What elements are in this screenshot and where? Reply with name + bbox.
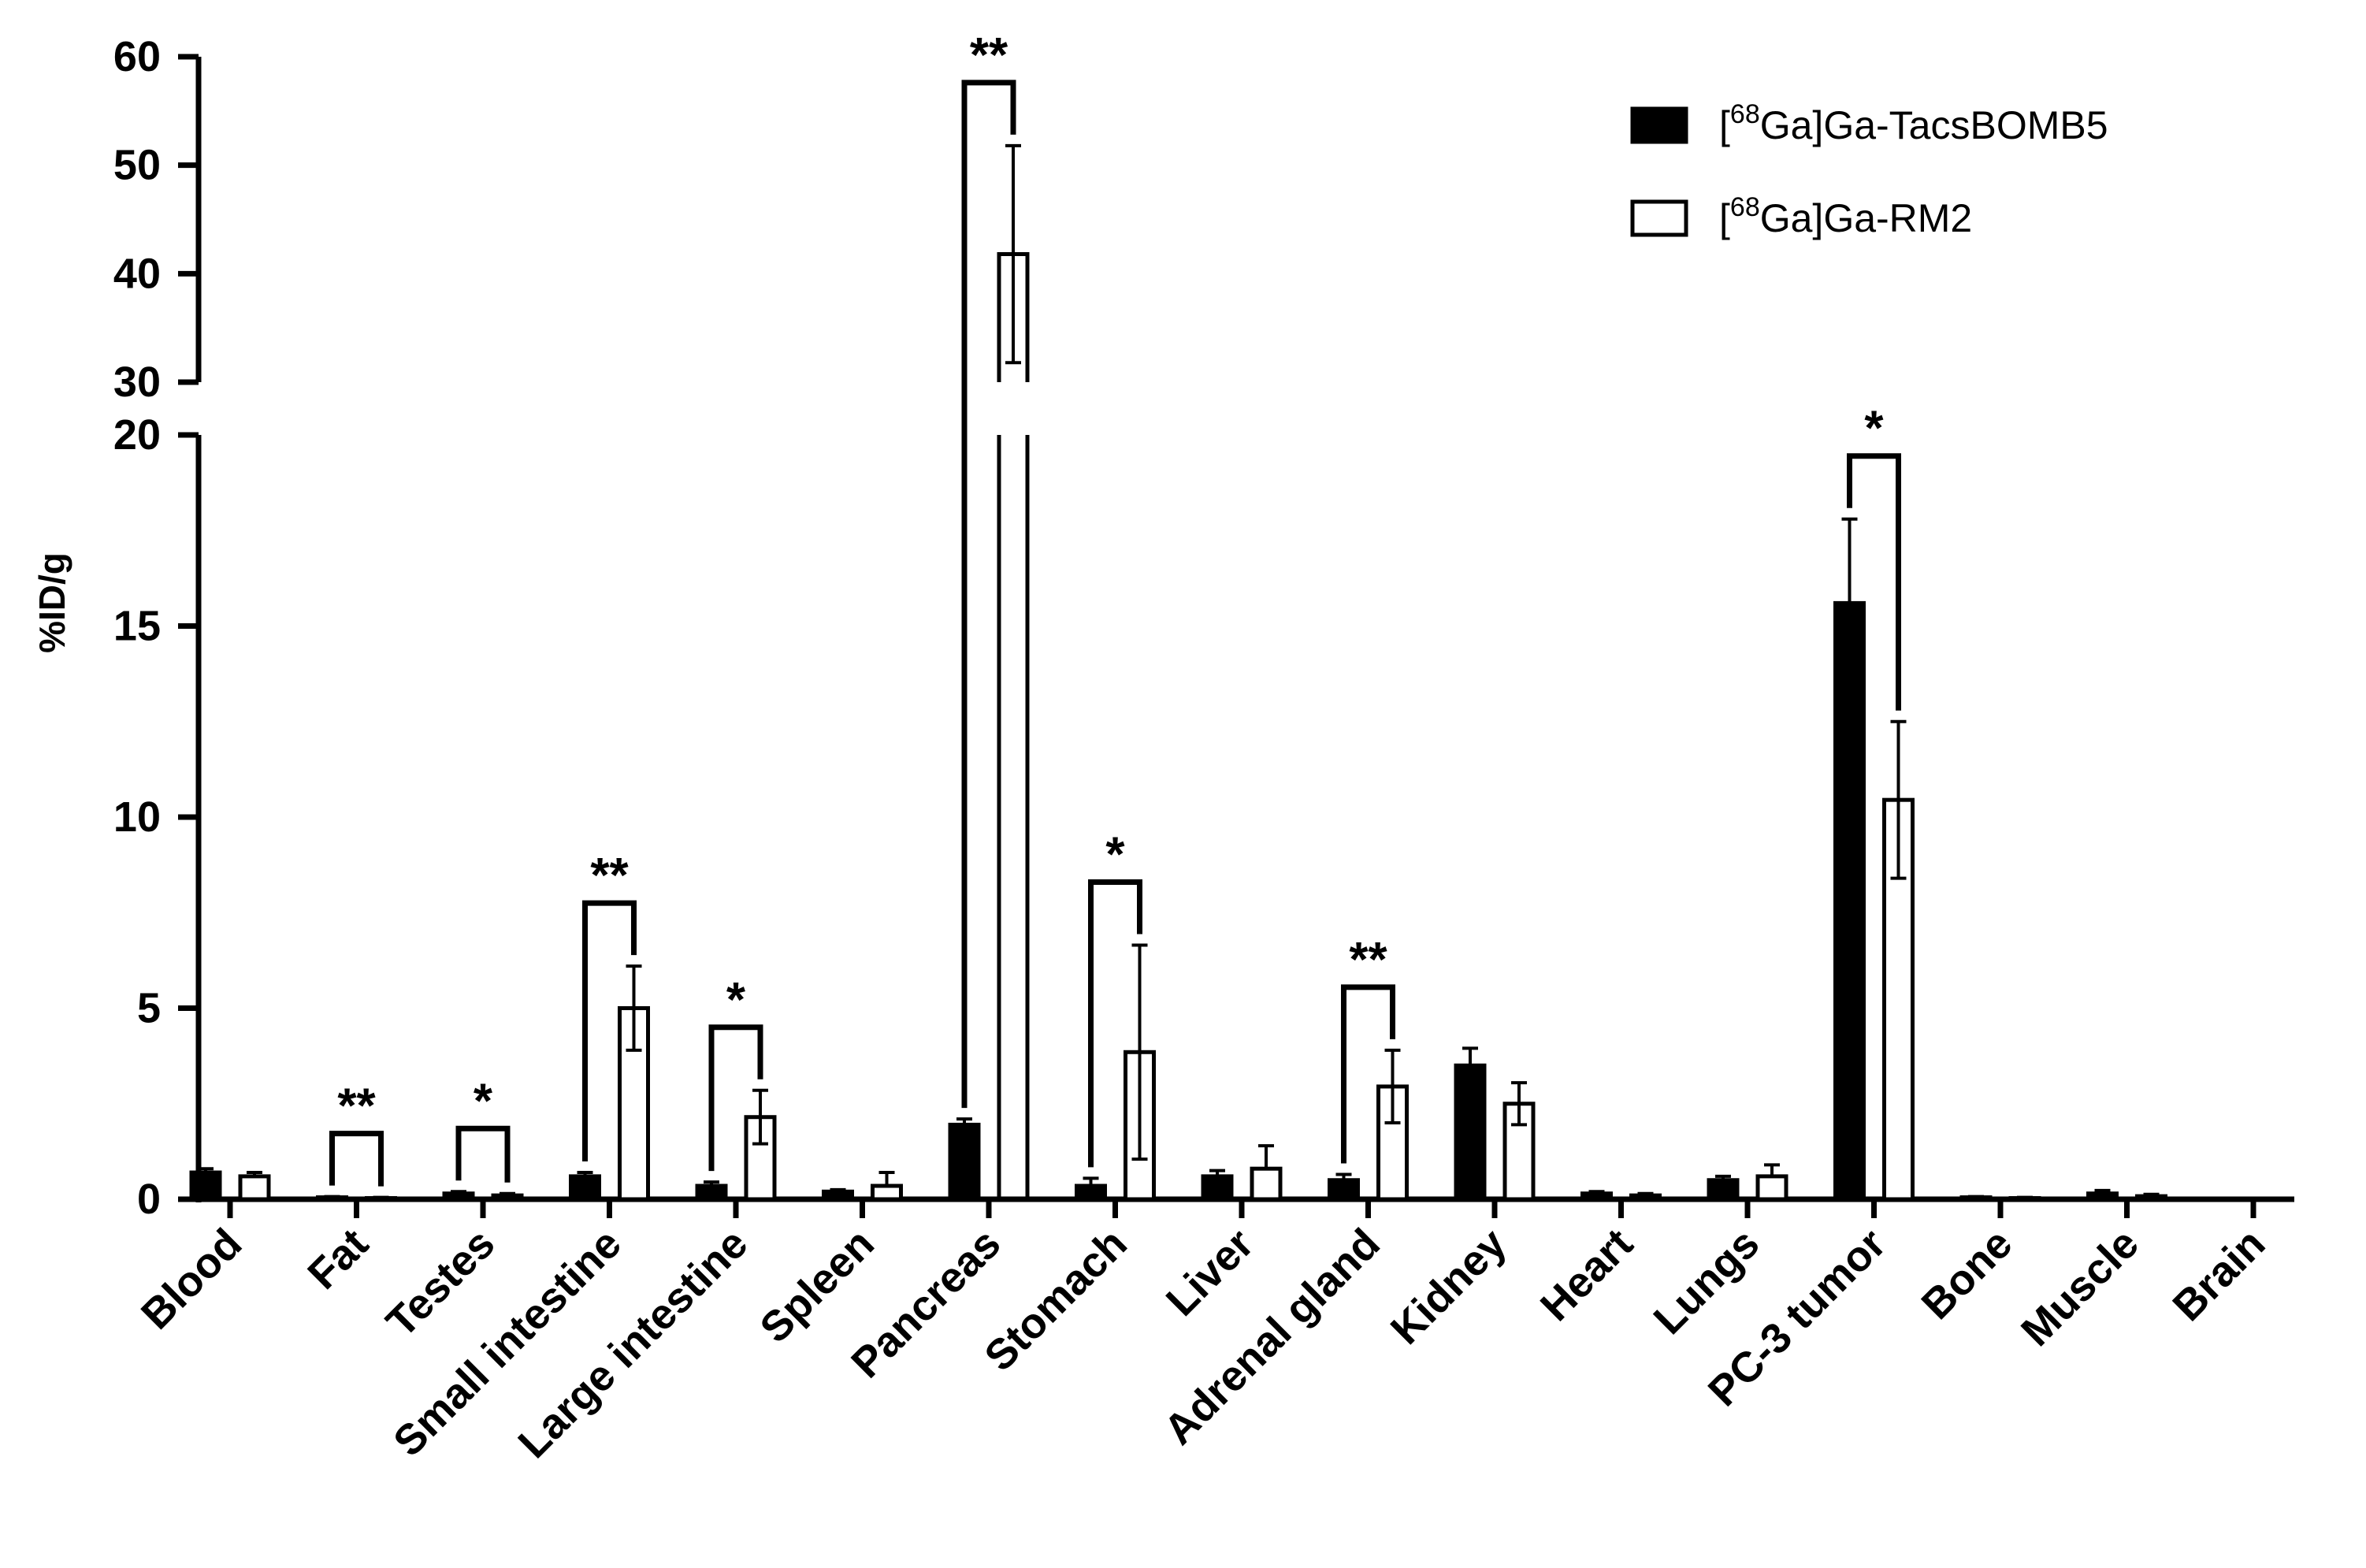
bar	[695, 1183, 728, 1202]
legend-swatch	[1630, 199, 1688, 237]
category-label: Heart	[1532, 1220, 1642, 1330]
y-tick-label: 0	[137, 1176, 161, 1223]
bar-series	[189, 252, 2294, 1202]
legend-name: Ga]Ga-RM2	[1760, 196, 1973, 240]
legend-name: Ga]Ga-TacsBOMB5	[1760, 103, 2108, 147]
legend-bracket: [	[1719, 103, 1730, 147]
bar	[1707, 1178, 1740, 1202]
significance-bracket	[1088, 879, 1142, 1168]
category-label: Fat	[299, 1220, 377, 1299]
bar	[822, 1189, 854, 1202]
y-tick-label: 50	[113, 142, 161, 189]
significance-marker: **	[337, 1079, 376, 1134]
significance-bracket	[961, 80, 1016, 1109]
bar	[238, 1174, 271, 1202]
legend-bracket: [	[1719, 196, 1730, 240]
significance-marker: *	[1864, 402, 1884, 456]
legend-label: [68Ga]Ga-RM2	[1719, 192, 1972, 240]
bar	[491, 1193, 524, 1202]
bar	[2135, 1194, 2167, 1202]
significance-marker: *	[474, 1074, 493, 1128]
significance-marker: **	[1349, 933, 1387, 987]
significance-marker: **	[590, 849, 629, 903]
bar	[948, 1122, 981, 1202]
category-label: Brain	[2164, 1220, 2274, 1330]
y-tick-label: 20	[113, 411, 161, 459]
significance-brackets: ** **********	[329, 28, 1901, 1187]
bar	[189, 1170, 222, 1202]
bar	[1580, 1191, 1613, 1202]
axes: 0 5 10 15 20 30 40 50 60	[113, 33, 2294, 1223]
category-label: Adrenal gland	[1155, 1220, 1389, 1454]
bar	[1201, 1174, 1234, 1202]
error-bars	[198, 143, 2286, 1200]
y-tick-label: 30	[113, 359, 161, 406]
category-label: Blood	[132, 1220, 251, 1339]
significance-marker: *	[1105, 827, 1125, 882]
bar	[1075, 1183, 1107, 1202]
significance-bracket	[708, 1024, 763, 1172]
bar	[1629, 1193, 1662, 1202]
y-tick-label: 10	[113, 793, 161, 841]
category-label: Testes	[377, 1220, 504, 1347]
y-axis-title: %ID/g	[32, 552, 72, 653]
bar	[1755, 1174, 1788, 1202]
y-tick-label: 15	[113, 603, 161, 650]
category-label: Large intestine	[509, 1220, 756, 1467]
significance-bracket	[329, 1131, 384, 1187]
category-label: Muscle	[2012, 1220, 2148, 1355]
bar	[1328, 1178, 1360, 1202]
legend-label: [68Ga]Ga-TacsBOMB5	[1719, 99, 2108, 147]
category-label: Kidney	[1382, 1220, 1516, 1354]
y-tick-label: 5	[137, 985, 161, 1032]
bar	[1454, 1063, 1487, 1202]
y-tick-label: 40	[113, 250, 161, 297]
bar	[2086, 1191, 2119, 1202]
category-label: Small intestine	[384, 1220, 630, 1466]
significance-bracket	[455, 1125, 511, 1183]
category-label: Bone	[1913, 1220, 2022, 1328]
bar	[871, 1183, 903, 1202]
legend: [68Ga]Ga-TacsBOMB5[68Ga]Ga-RM2	[1630, 99, 2108, 240]
y-tick-label: 60	[113, 33, 161, 80]
legend-swatch	[1630, 106, 1688, 144]
significance-marker: **	[970, 28, 1008, 83]
category-label: Liver	[1157, 1220, 1263, 1325]
bar	[442, 1191, 475, 1202]
bar	[569, 1174, 601, 1202]
category-label: Lungs	[1645, 1220, 1769, 1343]
legend-superscript: 68	[1730, 192, 1760, 222]
bar	[1250, 1166, 1283, 1202]
significance-bracket	[1847, 453, 1901, 711]
legend-superscript: 68	[1730, 99, 1760, 129]
significance-marker: *	[726, 973, 746, 1027]
bar	[1833, 600, 1866, 1202]
significance-bracket	[1341, 984, 1395, 1164]
significance-bracket	[582, 900, 637, 1162]
